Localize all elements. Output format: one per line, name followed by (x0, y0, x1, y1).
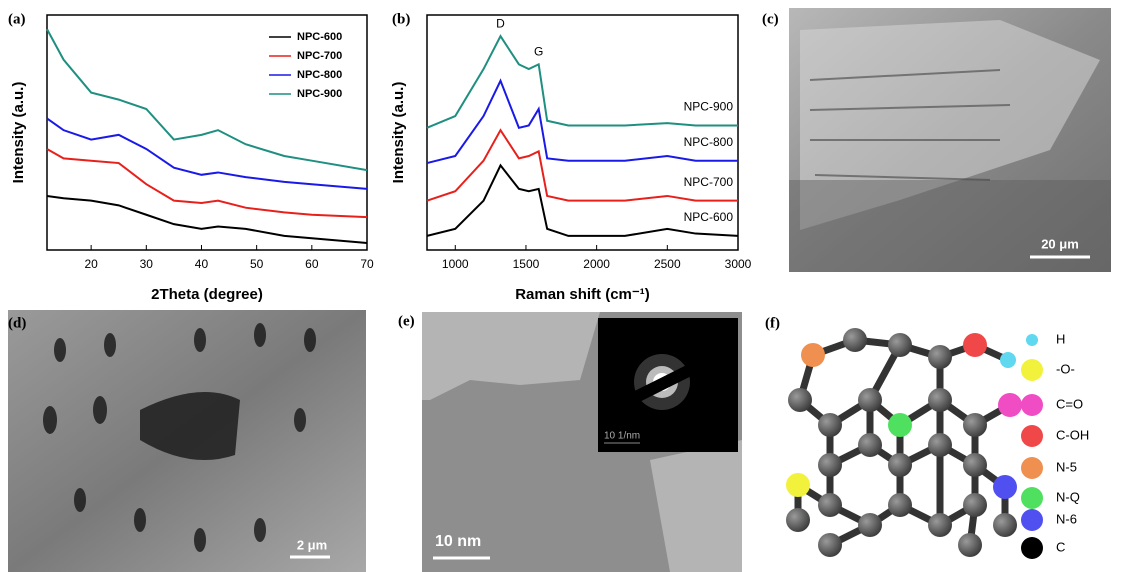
atom (788, 388, 812, 412)
atom (928, 433, 952, 457)
series-line (47, 149, 367, 217)
legend-swatch (1021, 425, 1043, 447)
atom (818, 453, 842, 477)
series-line (427, 81, 738, 163)
atom (818, 413, 842, 437)
panel-label: (c) (762, 11, 779, 27)
series-label: NPC-700 (684, 175, 734, 189)
x-tick-label: 30 (140, 257, 154, 271)
legend-label: C-OH (1056, 427, 1089, 442)
annotation: D (496, 16, 505, 30)
atom (958, 533, 982, 557)
legend-label: C=O (1056, 396, 1083, 411)
atom (1000, 352, 1016, 368)
x-tick-label: 20 (84, 257, 98, 271)
x-tick-label: 70 (360, 257, 374, 271)
legend-label: NPC-900 (297, 88, 342, 100)
legend-swatch (1021, 509, 1043, 531)
legend-label: N-5 (1056, 459, 1077, 474)
atom (963, 333, 987, 357)
x-tick-label: 1000 (442, 257, 469, 271)
legend-label: NPC-800 (297, 69, 342, 81)
scale-bar-label: 10 nm (435, 533, 481, 550)
series-label: NPC-900 (684, 100, 734, 114)
x-tick-label: 60 (305, 257, 319, 271)
atom (843, 328, 867, 352)
panel-label: (d) (8, 315, 26, 331)
x-tick-label: 2000 (583, 257, 610, 271)
tem-image-e: 10 1/nm 10 nm (e) (398, 312, 742, 572)
scale-bar-label: 20 μm (1041, 236, 1079, 251)
atom (858, 433, 882, 457)
y-axis-label: Intensity (a.u.) (390, 82, 407, 184)
atom (928, 345, 952, 369)
x-tick-label: 40 (195, 257, 209, 271)
legend-label: N-6 (1056, 511, 1077, 526)
atom (888, 493, 912, 517)
structure-diagram: (f) H -O- C=O C-OH N-5 N-Q N-6 C (765, 315, 1089, 559)
sem-image-d: 2 μm (d) (8, 310, 366, 572)
legend-label: C (1056, 539, 1065, 554)
legend-label: NPC-700 (297, 50, 342, 62)
x-axis-label: 2Theta (degree) (151, 286, 263, 303)
atom (801, 343, 825, 367)
legend-swatch (1021, 394, 1043, 416)
x-tick-label: 2500 (654, 257, 681, 271)
atom (963, 453, 987, 477)
figure: 20 μm (c) 2 μm (d) 10 1/nm 10 nm (e) (f)… (0, 0, 1122, 572)
series-line (427, 36, 738, 128)
atom (963, 493, 987, 517)
atom (963, 413, 987, 437)
legend-label: H (1056, 331, 1065, 346)
legend-swatch (1021, 359, 1043, 381)
series-label: NPC-600 (684, 210, 734, 224)
atom (928, 388, 952, 412)
panel-label: (a) (8, 11, 26, 27)
series-line (47, 118, 367, 188)
legend-swatch (1021, 457, 1043, 479)
legend-swatch (1021, 487, 1043, 509)
x-tick-label: 3000 (725, 257, 752, 271)
legend-swatch (1021, 537, 1043, 559)
atom (998, 393, 1022, 417)
annotation: G (534, 45, 543, 59)
x-tick-label: 50 (250, 257, 264, 271)
atom (818, 533, 842, 557)
atom (993, 513, 1017, 537)
atom (858, 388, 882, 412)
legend-label: -O- (1056, 361, 1075, 376)
inset-scale-bar-label: 10 1/nm (604, 431, 640, 442)
atom (786, 473, 810, 497)
legend-label: NPC-600 (297, 31, 342, 43)
atom (888, 333, 912, 357)
series-label: NPC-800 (684, 135, 734, 149)
scale-bar-label: 2 μm (297, 537, 327, 552)
atom (888, 413, 912, 437)
legend-swatch (1026, 334, 1038, 346)
x-axis-label: Raman shift (cm⁻¹) (515, 286, 650, 303)
legend-label: N-Q (1056, 489, 1080, 504)
x-tick-label: 1500 (513, 257, 540, 271)
y-axis-label: Intensity (a.u.) (10, 82, 27, 184)
atom (818, 493, 842, 517)
atom (928, 513, 952, 537)
atom (993, 475, 1017, 499)
panel-label: (f) (765, 315, 780, 331)
panel-label: (b) (392, 11, 410, 27)
sem-image-c: 20 μm (c) (762, 8, 1111, 272)
atom (858, 513, 882, 537)
atom (786, 508, 810, 532)
atom (888, 453, 912, 477)
panel-label: (e) (398, 313, 415, 329)
